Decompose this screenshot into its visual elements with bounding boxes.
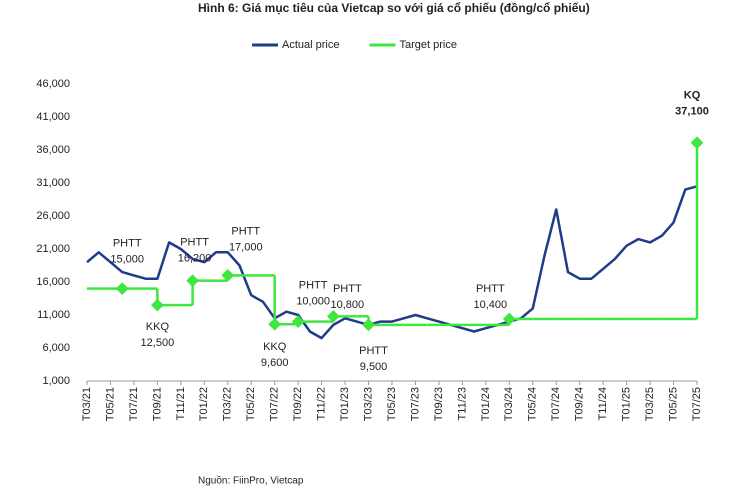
price-line: [86, 185, 698, 340]
x-tick-label: T09/23: [433, 387, 445, 421]
chart-title: Hình 6: Giá mục tiêu của Vietcap so với …: [198, 1, 590, 15]
y-tick-label: 21,000: [36, 243, 70, 255]
x-tick-label: T03/24: [503, 387, 515, 421]
annotation-value: 15,000: [110, 254, 144, 266]
annotation-label: PHTT: [359, 345, 388, 357]
x-tick-label: T07/22: [269, 387, 281, 421]
x-tick-label: T07/21: [128, 387, 140, 421]
annotation-value: 16,200: [178, 253, 212, 265]
x-tick-label: T01/25: [621, 387, 633, 421]
x-tick-label: T01/22: [198, 387, 210, 421]
target-marker: [115, 282, 129, 295]
target-marker: [362, 318, 375, 332]
annotation-value: 9,600: [261, 357, 289, 369]
x-tick-label: T03/21: [81, 387, 93, 421]
x-tick-label: T09/21: [151, 387, 163, 421]
annotation-value: 10,000: [296, 296, 330, 308]
source-note: Nguồn: FiinPro, Vietcap: [198, 475, 304, 487]
x-tick-label: T01/23: [339, 387, 351, 421]
annotation-value: 9,500: [360, 361, 388, 373]
x-tick-label: T03/22: [222, 387, 234, 421]
y-tick-label: 31,000: [36, 177, 70, 189]
x-tick-label: T11/23: [456, 387, 468, 420]
x-tick-label: T05/21: [104, 387, 116, 421]
annotation-label: PHTT: [231, 225, 260, 237]
annotation-value: 12,500: [141, 337, 175, 349]
target-marker: [690, 136, 704, 150]
annotation-value: 17,000: [229, 241, 263, 253]
target-marker: [186, 274, 199, 288]
x-tick-label: T07/23: [409, 387, 421, 421]
y-tick-label: 36,000: [36, 144, 70, 156]
target-marker: [268, 317, 282, 331]
x-tick-label: T03/23: [362, 387, 374, 421]
annotation-value: 37,100: [675, 106, 709, 118]
x-tick-label: T01/24: [480, 387, 492, 421]
target-marker: [151, 298, 164, 312]
annotation-label: PHTT: [299, 280, 328, 292]
legend-label: Actual price: [282, 39, 339, 51]
x-tick-label: T03/25: [644, 387, 656, 421]
annotation-label: PHTT: [180, 237, 209, 249]
annotation-label: KQ: [684, 90, 701, 102]
x-tick-label: T11/21: [175, 387, 187, 420]
x-tick-label: T07/24: [550, 387, 562, 421]
legend-label: Target price: [399, 39, 456, 51]
annotation-label: PHTT: [476, 283, 505, 295]
annotation-label: PHTT: [333, 283, 362, 295]
annotation-value: 10,800: [331, 299, 365, 311]
y-tick-label: 41,000: [36, 111, 70, 123]
x-tick-label: T05/22: [245, 387, 257, 421]
y-tick-label: 11,000: [37, 309, 70, 321]
y-tick-label: 16,000: [36, 276, 70, 288]
annotation-label: KKQ: [146, 321, 170, 333]
x-tick-label: T09/24: [574, 387, 586, 421]
target-marker: [221, 269, 235, 282]
annotation-label: PHTT: [113, 238, 142, 250]
y-tick-label: 6,000: [42, 342, 70, 354]
annotation-value: 10,400: [473, 299, 507, 311]
y-tick-label: 1,000: [42, 375, 70, 387]
target-marker: [326, 309, 340, 323]
y-tick-label: 26,000: [36, 210, 70, 222]
x-tick-label: T05/24: [527, 387, 539, 421]
annotation-label: KKQ: [263, 341, 287, 353]
x-tick-label: T09/22: [292, 387, 304, 421]
y-tick-label: 46,000: [36, 78, 70, 90]
x-tick-label: T05/23: [386, 387, 398, 421]
x-tick-label: T05/25: [667, 387, 679, 421]
x-tick-label: T11/22: [316, 387, 328, 420]
target-marker: [291, 315, 305, 328]
x-tick-label: T07/25: [691, 387, 703, 421]
x-tick-label: T11/24: [597, 387, 609, 420]
